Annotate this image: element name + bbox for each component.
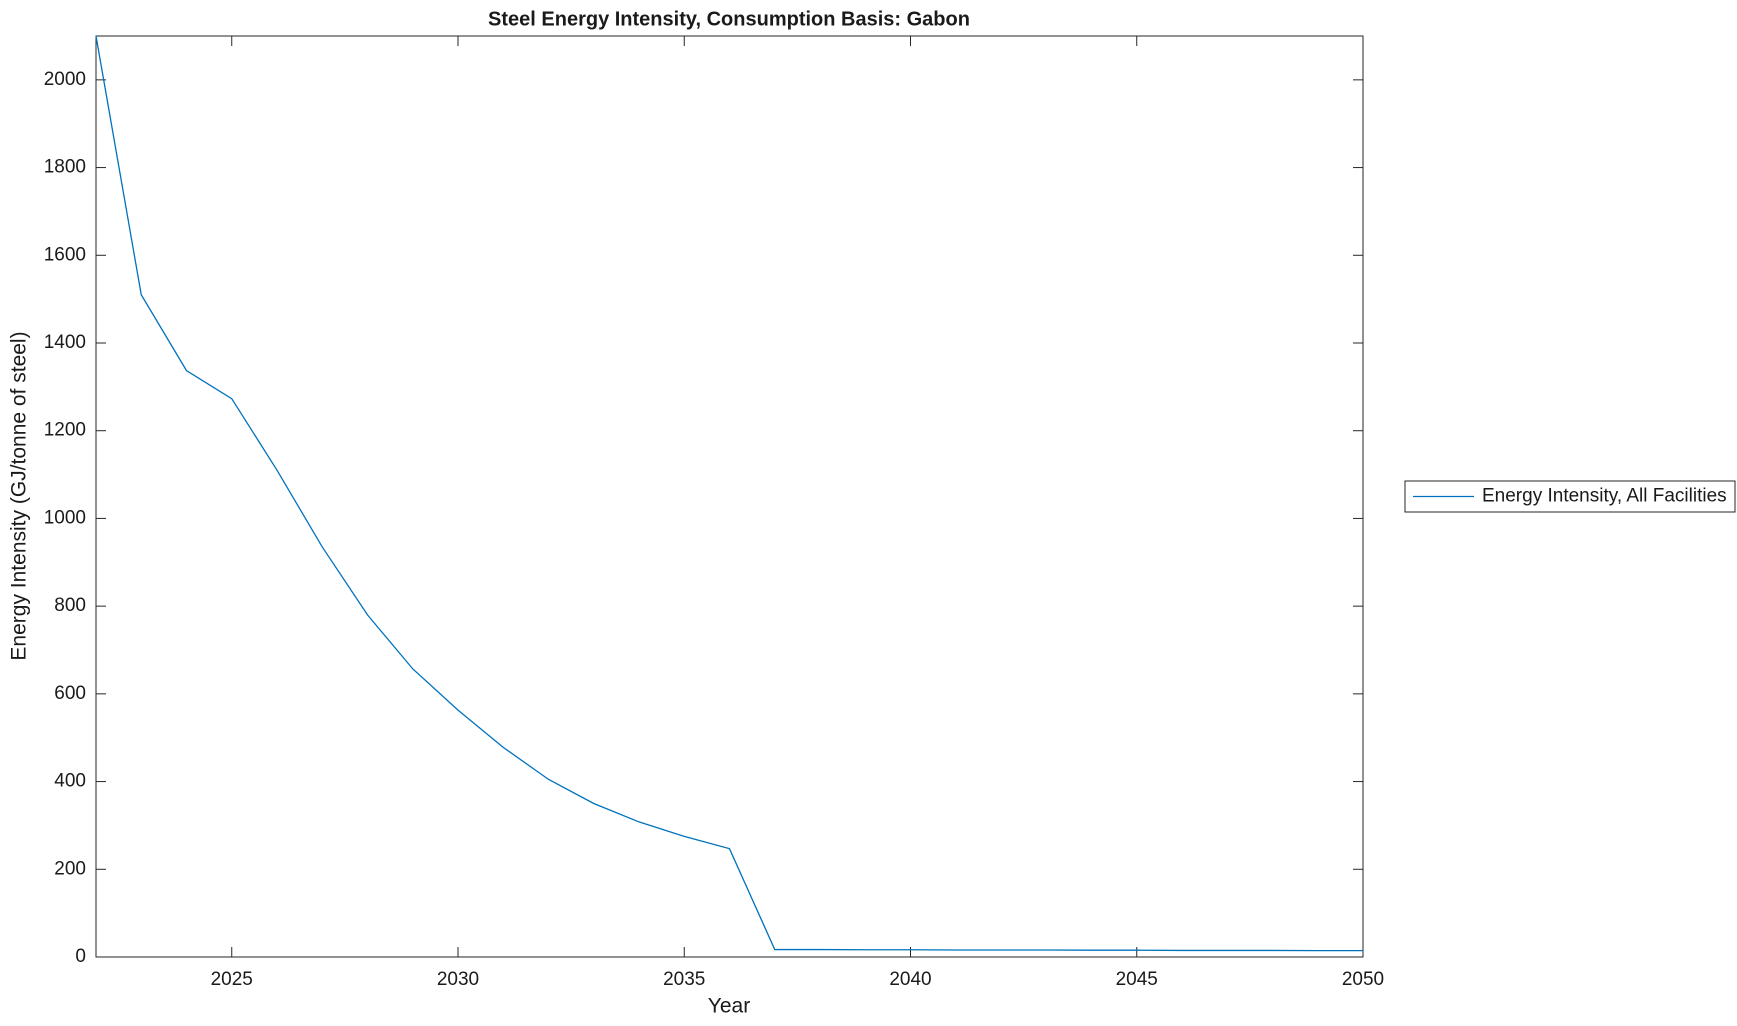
- y-tick-label: 1400: [44, 332, 86, 353]
- x-tick-label: 2025: [211, 969, 253, 990]
- x-tick-label: 2040: [889, 969, 931, 990]
- y-tick-label: 1000: [44, 507, 86, 528]
- x-axis-label: Year: [708, 995, 750, 1018]
- plot-area: [95, 35, 1364, 958]
- y-tick-label: 0: [75, 946, 86, 967]
- y-tick-label: 1800: [44, 157, 86, 178]
- x-tick-label: 2035: [663, 969, 705, 990]
- x-tick-label: 2045: [1116, 969, 1158, 990]
- legend-label: Energy Intensity, All Facilities: [1482, 486, 1727, 507]
- x-tick-label: 2030: [437, 969, 479, 990]
- chart-title: Steel Energy Intensity, Consumption Basi…: [488, 8, 970, 30]
- y-axis-label: Energy Intensity (GJ/tonne of steel): [8, 331, 31, 660]
- y-tick-label: 200: [54, 858, 86, 879]
- y-tick-label: 600: [54, 683, 86, 704]
- y-tick-label: 1200: [44, 420, 86, 441]
- x-tick-label: 2050: [1342, 969, 1384, 990]
- y-tick-label: 1600: [44, 244, 86, 265]
- y-tick-label: 2000: [44, 69, 86, 90]
- y-tick-label: 400: [54, 771, 86, 792]
- data-line: [95, 35, 1363, 952]
- y-tick-label: 800: [54, 595, 86, 616]
